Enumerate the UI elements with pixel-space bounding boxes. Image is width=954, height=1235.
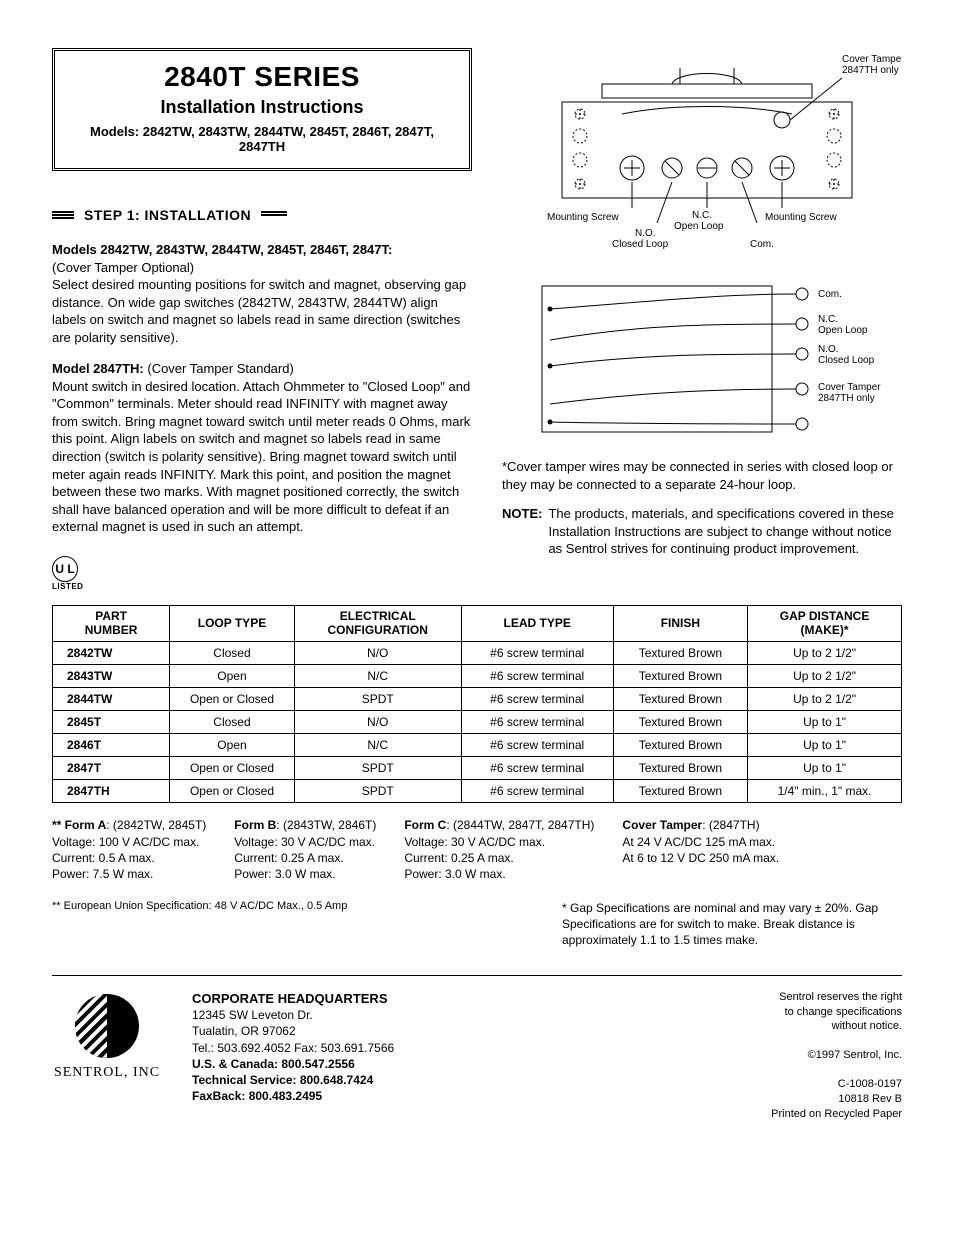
ul-listed-mark: U L LISTED (52, 556, 472, 591)
col-header: GAP DISTANCE(MAKE)* (748, 605, 902, 642)
gap-footnote: * Gap Specifications are nominal and may… (562, 900, 902, 949)
table-row: 2846TOpenN/C#6 screw terminalTextured Br… (53, 734, 902, 757)
company-name: SENTROL, INC (52, 1064, 162, 1083)
col-header: FINISH (613, 605, 747, 642)
subtitle: Installation Instructions (75, 97, 449, 118)
spec-table: PARTNUMBERLOOP TYPEELECTRICALCONFIGURATI… (52, 605, 902, 804)
svg-text:Open Loop: Open Loop (674, 221, 724, 232)
table-row: 2845TClosedN/O#6 screw terminalTextured … (53, 711, 902, 734)
svg-text:Open Loop: Open Loop (818, 325, 868, 336)
footer-rule (52, 975, 902, 976)
svg-text:N.C.: N.C. (692, 210, 712, 221)
col-header: PARTNUMBER (53, 605, 170, 642)
svg-text:N.O.: N.O. (635, 228, 656, 239)
table-row: 2847TOpen or ClosedSPDT#6 screw terminal… (53, 757, 902, 780)
svg-text:N.O.: N.O. (818, 344, 839, 355)
svg-text:N.C.: N.C. (818, 314, 838, 325)
table-row: 2844TWOpen or ClosedSPDT#6 screw termina… (53, 688, 902, 711)
wiring-diagram-top: Cover Tamper 2847TH only Mounting Screw … (502, 48, 902, 268)
svg-text:Com.: Com. (818, 289, 842, 300)
title-box: 2840T SERIES Installation Instructions M… (52, 48, 472, 171)
wiring-diagram-side: Com. N.C. Open Loop N.O. Closed Loop Cov… (502, 274, 902, 444)
table-row: 2843TWOpenN/C#6 screw terminalTextured B… (53, 665, 902, 688)
col-header: ELECTRICALCONFIGURATION (294, 605, 461, 642)
forms-row: ** Form A: (2842TW, 2845T) Voltage: 100 … (52, 817, 902, 882)
sentrol-logo-icon (75, 994, 139, 1058)
table-row: 2842TWClosedN/O#6 screw terminalTextured… (53, 642, 902, 665)
cover-tamper-footnote: *Cover tamper wires may be connected in … (502, 458, 902, 493)
label-cover-tamper: Cover Tamper (842, 54, 902, 65)
svg-text:Cover Tamper: Cover Tamper (818, 382, 881, 393)
svg-text:2847TH only: 2847TH only (818, 393, 875, 404)
col-header: LEAD TYPE (461, 605, 613, 642)
svg-text:Closed Loop: Closed Loop (612, 239, 669, 250)
step1-header: STEP 1: INSTALLATION (52, 207, 472, 223)
series-title: 2840T SERIES (75, 61, 449, 93)
svg-text:Com.: Com. (750, 239, 774, 250)
svg-text:Closed Loop: Closed Loop (818, 355, 875, 366)
modelsA-paragraph: Models 2842TW, 2843TW, 2844TW, 2845T, 28… (52, 241, 472, 346)
label-mounting-screw-l: Mounting Screw (547, 212, 619, 223)
table-row: 2847THOpen or ClosedSPDT#6 screw termina… (53, 780, 902, 803)
note-block: NOTE: The products, materials, and speci… (502, 505, 902, 558)
col-header: LOOP TYPE (170, 605, 295, 642)
models-line: Models: 2842TW, 2843TW, 2844TW, 2845T, 2… (75, 124, 449, 154)
eu-footnote: ** European Union Specification: 48 V AC… (52, 900, 347, 949)
label-mounting-screw-r: Mounting Screw (765, 212, 837, 223)
svg-text:2847TH only: 2847TH only (842, 65, 899, 76)
modelsB-paragraph: Model 2847TH: (Cover Tamper Standard) Mo… (52, 360, 472, 535)
footer: SENTROL, INC CORPORATE HEADQUARTERS 1234… (52, 990, 902, 1122)
